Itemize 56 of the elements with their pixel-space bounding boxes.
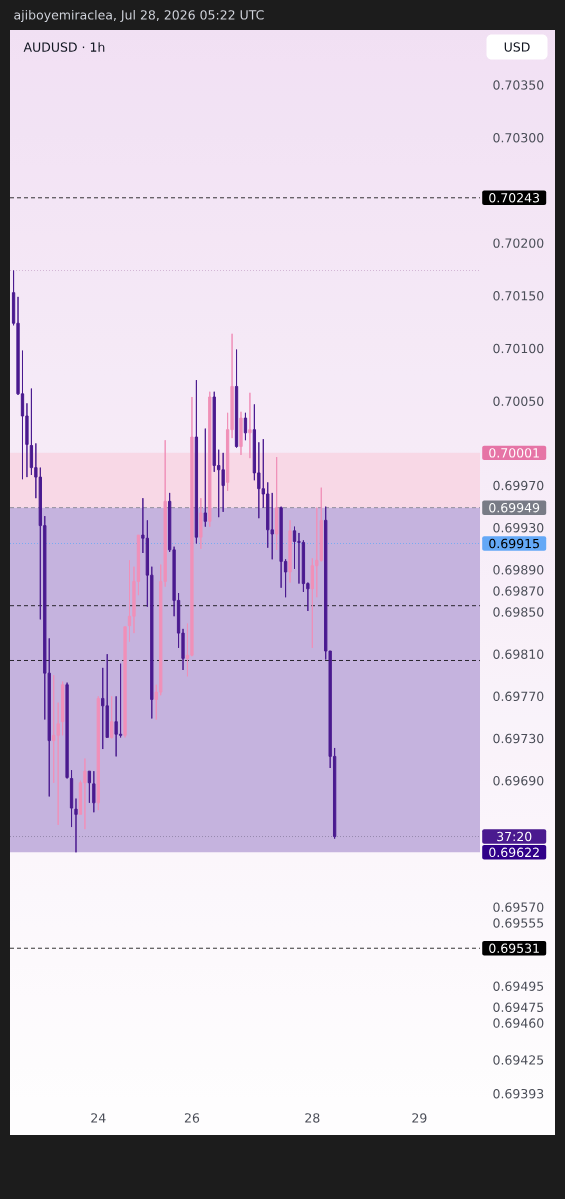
y-tick-label: 0.70300 <box>493 132 544 143</box>
y-tick-label: 0.69690 <box>493 775 544 786</box>
band-label: 0.70001 <box>489 448 539 458</box>
y-tick-label: 0.69810 <box>493 649 544 659</box>
y-tick-label: 0.70350 <box>493 80 544 90</box>
candlestick <box>248 392 252 459</box>
x-tick-label: 26 <box>184 1113 200 1123</box>
y-tick-label: 0.70150 <box>493 291 544 301</box>
text: ajiboyemiraclea, Jul 28, 2026 05:22 UTC <box>14 9 264 23</box>
x-tick-label: 28 <box>305 1113 320 1123</box>
y-tick-label: 0.70200 <box>493 238 544 248</box>
candlestick <box>288 519 292 583</box>
candlestick <box>83 758 87 830</box>
candlestick <box>110 695 114 739</box>
candlestick <box>203 428 207 528</box>
candlestick <box>96 695 100 811</box>
candlestick <box>243 412 248 441</box>
y-axis-title: USD <box>504 42 530 52</box>
candlestick <box>194 379 199 544</box>
y-tick-label: 0.69730 <box>493 733 544 744</box>
candlestick <box>60 681 65 736</box>
candlestick <box>123 626 127 738</box>
x-tick-label: 29 <box>412 1113 427 1123</box>
ref-line-label: 0.69915 <box>489 538 539 549</box>
candlestick <box>87 770 92 804</box>
candlestick <box>92 770 96 813</box>
candlestick <box>199 497 203 550</box>
y-tick-label: 0.69555 <box>493 918 544 928</box>
candlestick <box>239 411 243 456</box>
candlestick <box>234 349 239 449</box>
y-tick-label: 0.69460 <box>493 1018 544 1028</box>
text: 37:20 <box>497 831 532 842</box>
y-tick-label: 0.70100 <box>493 343 544 354</box>
y-tick-label: 0.69770 <box>493 691 544 702</box>
y-tick-label: 0.69890 <box>493 565 544 575</box>
candlestick <box>127 559 132 643</box>
candlestick <box>65 682 69 780</box>
candlestick <box>275 456 279 551</box>
y-tick-label: 0.69425 <box>493 1055 544 1065</box>
y-tick-label: 0.69850 <box>493 607 544 617</box>
y-tick-label: 0.69495 <box>493 981 544 991</box>
text: AUDUSD · 1h <box>23 42 105 52</box>
band-label: 0.69622 <box>489 847 539 858</box>
y-tick-label: 0.69393 <box>493 1088 544 1099</box>
y-tick-label: 0.69870 <box>493 586 544 596</box>
y-tick-label: 0.69570 <box>493 902 544 912</box>
candlestick <box>221 452 225 513</box>
y-tick-label: 0.70050 <box>493 396 544 406</box>
y-tick-label: 0.69970 <box>493 480 544 491</box>
y-tick-label: 0.69930 <box>493 522 544 533</box>
y-tick-label: 0.69475 <box>493 1002 544 1012</box>
ref-line-label: 0.69531 <box>489 943 539 953</box>
x-tick-label: 24 <box>91 1113 106 1123</box>
ref-line-label: 0.69949 <box>489 502 540 513</box>
ref-line-label: 0.70243 <box>489 193 540 203</box>
candlestick <box>208 391 212 528</box>
